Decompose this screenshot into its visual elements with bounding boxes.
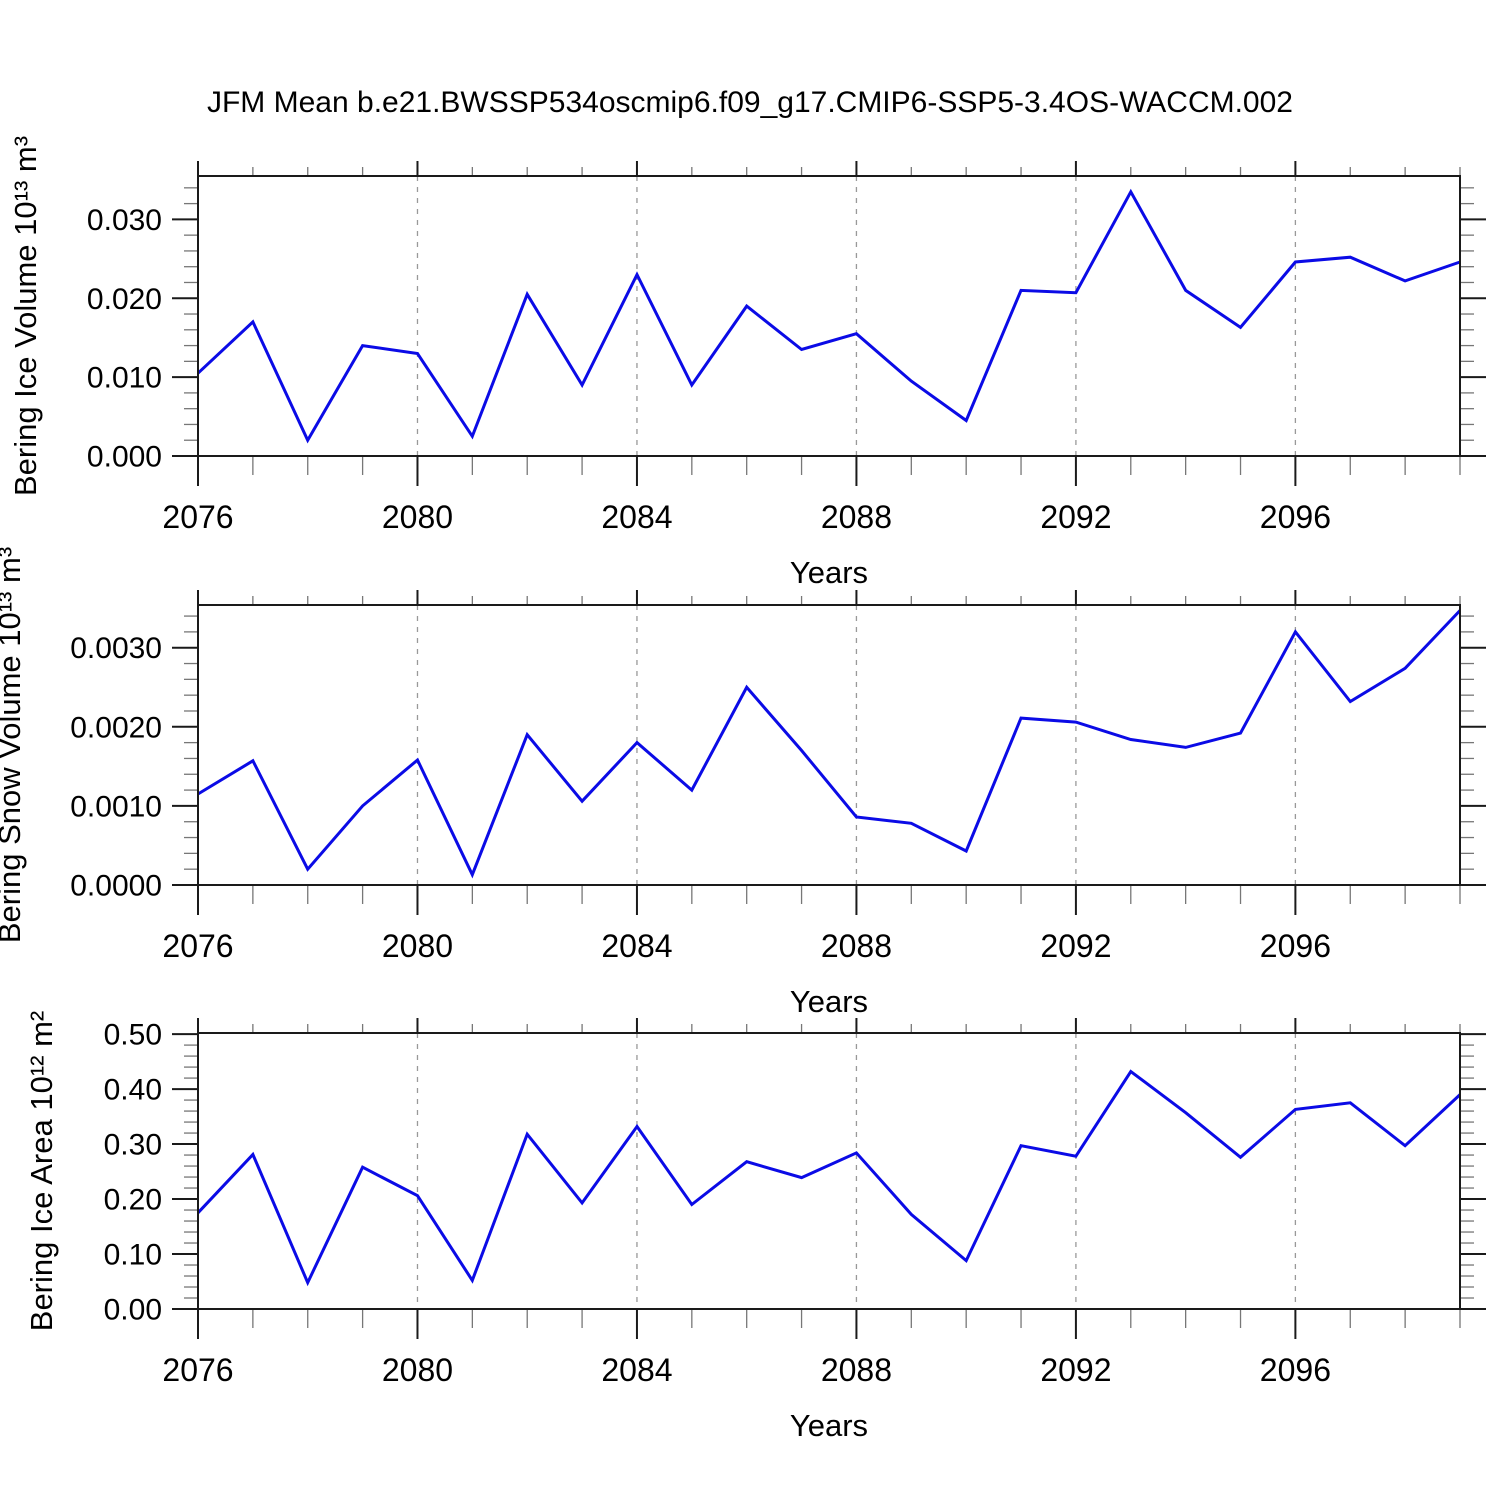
series-line [196,1069,1462,1287]
x-tick-label: 2080 [382,499,453,535]
x-axis-title: Years [790,984,868,1019]
x-tick-label: 2096 [1260,928,1331,964]
x-tick-label: 2096 [1260,1352,1331,1388]
y-tick-label: 0.030 [87,204,162,237]
y-tick-label: 0.020 [87,283,162,316]
x-tick-label: 2088 [821,1352,892,1388]
x-tick-label: 2084 [601,499,672,535]
figure-title: JFM Mean b.e21.BWSSP534oscmip6.f09_g17.C… [206,86,1293,119]
x-tick-label: 2088 [821,928,892,964]
y-tick-label: 0.0020 [70,711,162,744]
x-tick-label: 2088 [821,499,892,535]
y-tick-label: 0.000 [87,441,162,474]
y-tick-label: 0.30 [104,1129,162,1162]
x-tick-label: 2092 [1040,928,1111,964]
x-tick-label: 2092 [1040,499,1111,535]
y-tick-label: 0.10 [104,1239,162,1272]
y-axis-title: Bering Snow Volume 10¹³ m³ [0,547,27,943]
x-tick-label: 2084 [601,1352,672,1388]
x-tick-label: 2076 [162,1352,233,1388]
y-tick-label: 0.0000 [70,870,162,903]
x-tick-label: 2092 [1040,1352,1111,1388]
y-axis-title: Bering Ice Volume 10¹³ m³ [8,136,43,496]
x-tick-label: 2084 [601,928,672,964]
plot-box [197,1032,1461,1310]
x-tick-label: 2080 [382,928,453,964]
x-axis-title: Years [790,555,868,590]
y-tick-label: 0.00 [104,1294,162,1327]
y-tick-label: 0.0030 [70,632,162,665]
y-tick-label: 0.20 [104,1184,162,1217]
y-axis-title: Bering Ice Area 10¹² m² [24,1011,59,1331]
plot-box [197,175,1461,457]
x-tick-label: 2080 [382,1352,453,1388]
series-line [196,188,1461,444]
x-tick-label: 2076 [162,928,233,964]
x-tick-label: 2096 [1260,499,1331,535]
plot-box [197,604,1461,886]
y-tick-label: 0.50 [104,1019,162,1052]
y-tick-label: 0.010 [87,362,162,395]
y-tick-label: 0.0010 [70,790,162,823]
x-axis-title: Years [790,1408,868,1443]
y-tick-label: 0.40 [104,1074,162,1107]
series-line [197,609,1462,879]
x-tick-label: 2076 [162,499,233,535]
